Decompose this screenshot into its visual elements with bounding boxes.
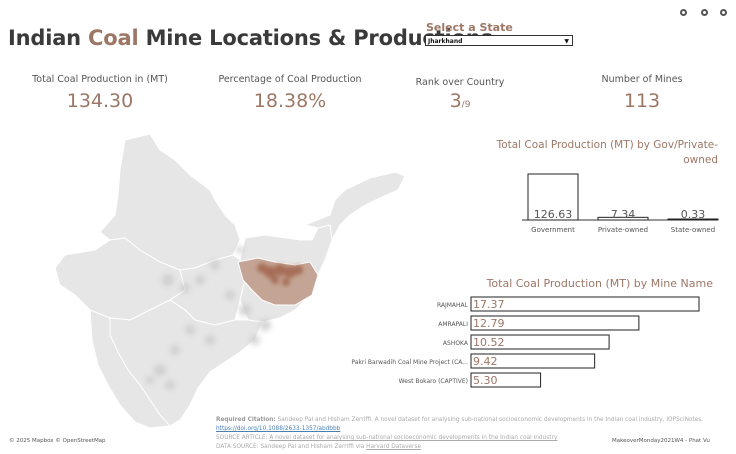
chart-mine-name: RAJMAHAL 17.37 AMRAPALI 12.79 ASHOKA 10.52 Pak… <box>351 296 700 388</box>
map-region-deccan[interactable] <box>89 309 172 429</box>
mine-value-label: 12.79 <box>473 317 505 330</box>
bar-category-label: Government <box>531 226 575 234</box>
kpi-percentage-value: 18.38% <box>253 90 327 112</box>
kpi-total-label: Total Coal Production in (MT) <box>32 74 168 85</box>
citation-required-label: Required Citation: <box>216 417 276 423</box>
fullscreen-icon[interactable] <box>720 9 727 16</box>
kpi-mines-value: 113 <box>623 90 661 112</box>
chart-gov-private-title: Total Coal Production (MT) by Gov/Privat… <box>496 139 718 166</box>
citation-required-text: Sandeep Pal and Hisham Zerriffi. A novel… <box>275 417 704 423</box>
bar-mine <box>470 334 610 350</box>
chevron-down-icon: ▼ <box>564 38 569 45</box>
bar-government <box>527 173 579 221</box>
bar-mine <box>470 353 596 369</box>
mine-value-label: 5.30 <box>473 374 498 387</box>
page-title: Indian Coal Mine Locations & Productions <box>8 26 493 50</box>
bar-value-label: 126.63 <box>534 208 573 221</box>
kpi-percentage-label: Percentage of Coal Production <box>218 74 362 85</box>
map-region-northeast[interactable] <box>303 171 406 242</box>
citation-data-link[interactable]: Harvard Dataverse <box>366 444 422 450</box>
kpi-rank-label: Rank over Country <box>415 77 505 88</box>
state-selector-label: Select a State <box>426 21 513 34</box>
mine-name-label: AMRAPALI <box>438 321 468 328</box>
kpi-mines-label: Number of Mines <box>601 74 683 85</box>
mine-value-label: 9.42 <box>473 355 498 368</box>
kpi-rank-number: 3 <box>449 90 462 112</box>
citation-data-label: DATA SOURCE: Sandeep Pal and Hisham Zerr… <box>216 444 367 450</box>
bar-mine <box>470 372 542 388</box>
share-icon[interactable] <box>680 9 687 16</box>
mine-cluster-jharkhand <box>257 263 303 286</box>
state-selector-value: Jharkhand <box>428 38 463 45</box>
map-attribution[interactable]: © 2025 Mapbox © OpenStreetMap <box>9 438 106 444</box>
bar-mine <box>470 315 640 331</box>
bar-category-label: Private-owned <box>598 226 648 234</box>
mine-name-label: Pakri Barwadih Coal Mine Project (CA... <box>351 359 468 366</box>
citation-block: Required Citation: Sandeep Pal and Hisha… <box>216 416 716 452</box>
mine-name-label: ASHOKA <box>443 340 469 347</box>
download-icon[interactable] <box>701 9 708 16</box>
kpi-rank-value: 3/9 <box>400 90 520 112</box>
bar-category-label: State-owned <box>671 226 715 234</box>
citation-source-label: SOURCE ARTICLE: <box>216 435 270 441</box>
mine-name-label: West Bokaro (CAPTIVE) <box>399 378 468 385</box>
bar-private-owned <box>597 216 649 221</box>
citation-doi-link[interactable]: https://doi.org/10.1088/2633-1357/abdbbb <box>216 426 341 432</box>
mine-cluster-gray <box>146 246 271 390</box>
bar-value-label: 0.33 <box>681 208 706 221</box>
footer-credit: MakeoverMonday2021W4 - Phat Vu <box>612 438 710 444</box>
kpi-rank-total: /9 <box>461 100 471 110</box>
india-map[interactable] <box>0 125 420 435</box>
bar-mine <box>470 296 700 312</box>
chart-mine-name-title: Total Coal Production (MT) by Mine Name <box>486 277 713 290</box>
citation-source-link[interactable]: A novel dataset for analysing sub-nation… <box>269 435 558 441</box>
title-part-1: Indian <box>8 26 89 50</box>
mine-value-label: 17.37 <box>473 298 505 311</box>
state-selector-dropdown[interactable]: Jharkhand ▼ <box>425 35 573 46</box>
title-coal-word: Coal <box>88 26 139 50</box>
chart-gov-private: 126.63 Government 7.34 Private-owned 0.33 Sta… <box>522 173 719 234</box>
bar-state-owned <box>667 218 719 221</box>
bar-value-label: 7.34 <box>611 208 636 221</box>
mine-value-label: 10.52 <box>473 336 505 349</box>
kpi-total-value: 134.30 <box>66 90 134 112</box>
mine-name-label: RAJMAHAL <box>437 302 469 309</box>
